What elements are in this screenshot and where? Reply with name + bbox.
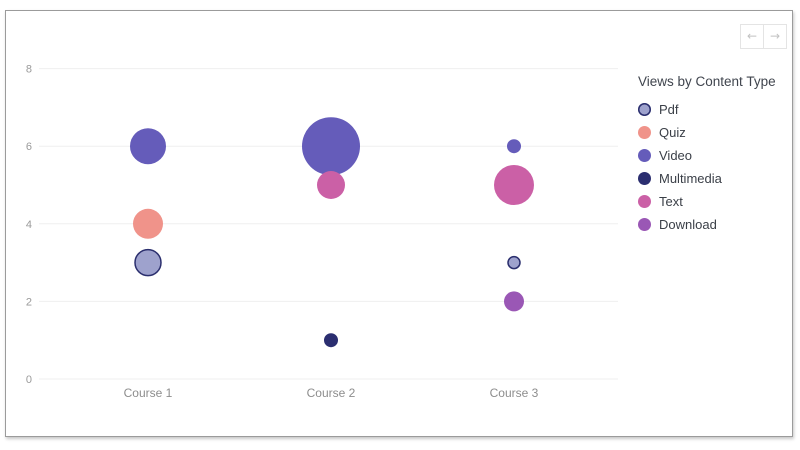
bubble-text-course-2[interactable] [317,171,345,199]
legend: Views by Content Type Pdf Quiz Video Multim… [638,74,788,236]
legend-label: Text [659,194,683,209]
legend-item-text[interactable]: Text [638,190,788,213]
bubble-chart-plot: 0 2 4 6 8 Course 1 Course 2 Course 3 [26,64,618,400]
bubble-download-course-3[interactable] [504,291,524,312]
x-axis-category-label: Course 1 [124,386,173,400]
prev-button[interactable]: ← [740,24,764,49]
bubble-video-course-3[interactable] [507,139,521,154]
legend-item-multimedia[interactable]: Multimedia [638,167,788,190]
y-axis-tick-label: 2 [26,296,32,308]
legend-label: Multimedia [659,171,722,186]
legend-item-pdf[interactable]: Pdf [638,98,788,121]
y-axis-tick-label: 8 [26,64,32,76]
next-button[interactable]: → [763,24,787,49]
x-axis-category-label: Course 2 [307,386,356,400]
legend-title: Views by Content Type [638,74,776,89]
legend-item-video[interactable]: Video [638,144,788,167]
legend-label: Quiz [659,125,686,140]
chart-card: ← → 0 2 4 6 8 Course 1 Course 2 Course 3 Views … [5,10,793,437]
legend-swatch-pdf [638,103,651,116]
legend-swatch-multimedia [638,172,651,185]
legend-items: Pdf Quiz Video Multimedia Text Download [638,98,788,236]
bubble-multimedia-course-2[interactable] [324,333,338,348]
legend-label: Download [659,217,717,232]
x-axis-category-label: Course 3 [490,386,539,400]
bubble-video-course-1[interactable] [130,128,166,165]
legend-label: Pdf [659,102,679,117]
bubble-quiz-course-1[interactable] [133,208,163,239]
legend-swatch-quiz [638,126,651,139]
right-arrow-icon: → [769,29,781,43]
bubble-video-course-2[interactable] [302,117,360,176]
bubble-text-course-3[interactable] [494,165,534,205]
bubble-pdf-course-3[interactable] [507,255,521,270]
y-axis-tick-label: 6 [26,141,32,153]
legend-label: Video [659,148,693,163]
legend-swatch-download [638,218,651,231]
pagination-controls: ← → [740,24,787,49]
y-axis-tick-label: 0 [26,374,32,386]
legend-item-quiz[interactable]: Quiz [638,121,788,144]
legend-swatch-text [638,195,651,208]
left-arrow-icon: ← [746,29,758,43]
legend-swatch-video [638,149,651,162]
y-axis-tick-label: 4 [26,219,32,231]
legend-item-download[interactable]: Download [638,213,788,236]
bubble-pdf-course-1[interactable] [134,248,162,277]
